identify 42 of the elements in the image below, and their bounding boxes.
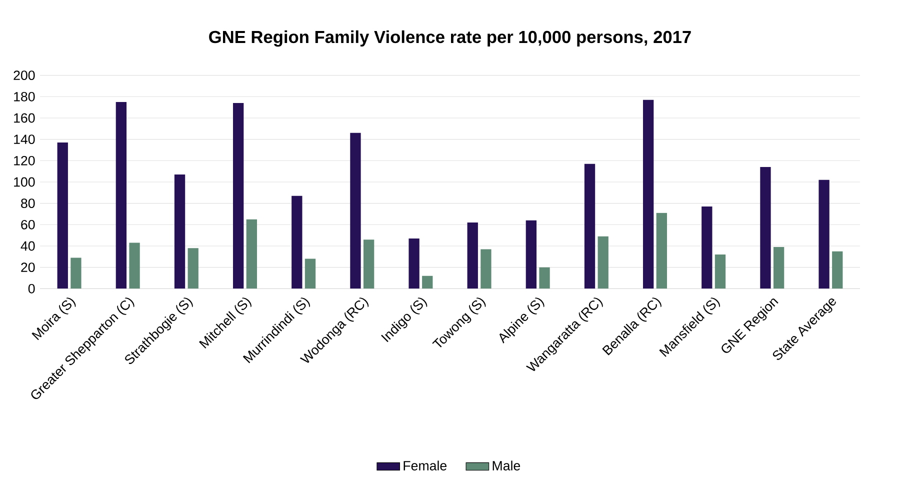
bar — [304, 258, 316, 289]
bar — [773, 247, 784, 289]
y-tick-label: 60 — [21, 220, 35, 230]
y-tick-label: 40 — [20, 241, 35, 251]
bar — [57, 142, 68, 289]
bar — [70, 258, 82, 289]
bar — [363, 240, 374, 289]
bar — [598, 236, 608, 289]
bar — [818, 180, 830, 289]
bar — [702, 206, 712, 289]
y-tick-label: 100 — [14, 177, 35, 187]
bar — [643, 100, 654, 289]
y-tick-label: 20 — [21, 262, 35, 272]
y-tick-label: 200 — [14, 70, 35, 80]
y-tick-label: 160 — [14, 113, 35, 123]
y-tick-label: 140 — [14, 134, 35, 144]
bar — [832, 251, 843, 289]
bar — [526, 220, 537, 289]
legend-label: Male — [492, 460, 520, 470]
bar — [292, 196, 302, 289]
bar — [539, 267, 550, 289]
bar — [584, 164, 596, 289]
bar — [116, 102, 127, 289]
bar — [656, 212, 668, 289]
y-tick-label: 180 — [14, 92, 35, 102]
bar — [714, 254, 726, 289]
bar — [422, 276, 433, 289]
bar — [760, 167, 771, 289]
bar — [480, 249, 492, 289]
y-tick-label: 80 — [21, 198, 35, 208]
bar — [174, 174, 186, 289]
bar — [233, 103, 244, 289]
bar — [246, 219, 258, 289]
y-tick-label: 0 — [28, 284, 35, 294]
legend-label: Female — [404, 460, 447, 470]
bar — [350, 132, 361, 289]
y-tick-label: 120 — [14, 156, 35, 166]
bar — [188, 248, 198, 289]
chart-title: GNE Region Family Violence rate per 10,000 persons, 2017 — [209, 30, 691, 47]
bar — [467, 222, 478, 289]
bar — [129, 242, 140, 289]
bar — [408, 238, 420, 289]
